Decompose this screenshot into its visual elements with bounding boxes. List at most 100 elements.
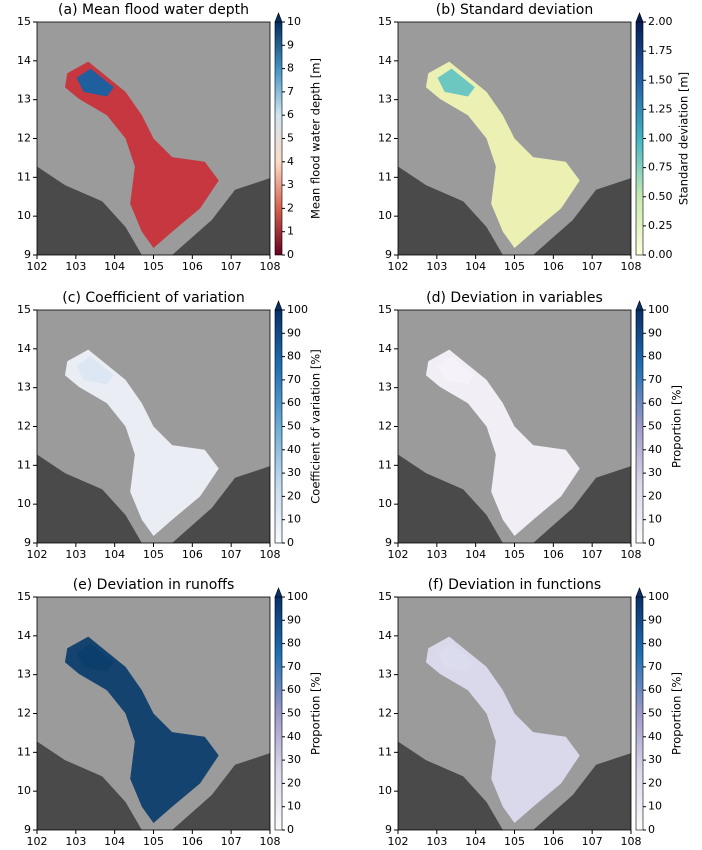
y-tick-label: 13 xyxy=(378,668,392,681)
y-tick-label: 11 xyxy=(17,170,31,183)
colorbar-tick-label: 100 xyxy=(648,303,669,316)
y-tick-label: 10 xyxy=(378,784,392,797)
colorbar xyxy=(635,309,644,544)
y-tick-label: 14 xyxy=(378,342,392,355)
y-tick-label: 10 xyxy=(17,497,31,510)
x-tick-label: 107 xyxy=(221,548,242,561)
colorbar-tick-label: 80 xyxy=(287,637,301,650)
y-tick-label: 13 xyxy=(17,93,31,106)
x-tick-label: 103 xyxy=(65,835,86,848)
flood-area xyxy=(425,61,580,249)
flood-area xyxy=(64,61,219,249)
y-tick-label: 13 xyxy=(378,93,392,106)
colorbar xyxy=(635,21,644,256)
y-tick-label: 10 xyxy=(17,784,31,797)
x-tick-label: 106 xyxy=(543,835,564,848)
colorbar-tick-label: 80 xyxy=(648,637,662,650)
panel-title: (f) Deviation in functions xyxy=(428,577,601,593)
y-tick-label: 11 xyxy=(17,458,31,471)
x-tick-label: 102 xyxy=(388,548,409,561)
y-tick-label: 12 xyxy=(378,420,392,433)
lake xyxy=(76,68,114,97)
colorbar-label: Coefficient of variation [%] xyxy=(309,349,323,503)
x-tick-label: 108 xyxy=(260,260,281,273)
y-tick-label: 9 xyxy=(385,536,392,549)
colorbar-tick-label: 20 xyxy=(648,776,662,789)
colorbar-tick-label: 0.00 xyxy=(648,248,673,261)
colorbar-tick-label: 0 xyxy=(648,536,655,549)
y-tick-label: 11 xyxy=(378,458,392,471)
colorbar-tick-label: 50 xyxy=(287,420,301,433)
x-tick-label: 102 xyxy=(27,260,48,273)
x-tick-label: 107 xyxy=(582,835,603,848)
panel-title: (b) Standard deviation xyxy=(436,2,593,18)
y-tick-label: 11 xyxy=(378,745,392,758)
colorbar-tick-label: 40 xyxy=(287,730,301,743)
x-tick-label: 108 xyxy=(621,835,642,848)
flood-area xyxy=(64,636,219,824)
colorbar-tick-label: 10 xyxy=(287,15,301,28)
colorbar-tick-label: 30 xyxy=(648,753,662,766)
x-tick-label: 102 xyxy=(388,260,409,273)
y-tick-label: 14 xyxy=(17,54,31,67)
flood-area xyxy=(425,349,580,537)
x-tick-label: 104 xyxy=(104,835,125,848)
colorbar-tick-label: 30 xyxy=(648,466,662,479)
colorbar-tick-label: 3 xyxy=(287,178,294,191)
colorbar-tick-label: 0.75 xyxy=(648,161,673,174)
colorbar-tick-label: 0 xyxy=(287,536,294,549)
colorbar-tick-label: 8 xyxy=(287,62,294,75)
colorbar-tick-label: 20 xyxy=(287,776,301,789)
colorbar-tick-label: 50 xyxy=(287,707,301,720)
colorbar-tick-label: 0.50 xyxy=(648,190,673,203)
x-tick-label: 106 xyxy=(543,260,564,273)
colorbar-label: Proportion [%] xyxy=(309,672,323,755)
y-tick-label: 14 xyxy=(378,629,392,642)
flood-area xyxy=(425,636,580,824)
y-tick-label: 15 xyxy=(17,590,31,603)
colorbar-label: Proportion [%] xyxy=(670,385,684,468)
y-tick-label: 12 xyxy=(17,132,31,145)
colorbar-tick-label: 0 xyxy=(287,248,294,261)
y-tick-label: 12 xyxy=(17,420,31,433)
colorbar-tick-label: 0.25 xyxy=(648,219,673,232)
x-tick-label: 104 xyxy=(465,835,486,848)
x-tick-label: 103 xyxy=(426,260,447,273)
colorbar-extend xyxy=(274,12,283,23)
colorbar-tick-label: 1.00 xyxy=(648,132,673,145)
x-tick-label: 105 xyxy=(504,835,525,848)
colorbar-tick-label: 7 xyxy=(287,85,294,98)
y-tick-label: 15 xyxy=(378,590,392,603)
y-tick-label: 10 xyxy=(378,209,392,222)
colorbar-extend xyxy=(274,300,283,311)
y-tick-label: 12 xyxy=(17,707,31,720)
colorbar xyxy=(274,309,283,544)
panel-title: (c) Coefficient of variation xyxy=(62,290,244,306)
y-tick-label: 9 xyxy=(24,248,31,261)
y-tick-label: 9 xyxy=(24,536,31,549)
panel-title: (d) Deviation in variables xyxy=(426,290,603,306)
y-tick-label: 9 xyxy=(385,823,392,836)
x-tick-label: 104 xyxy=(104,548,125,561)
colorbar-tick-label: 90 xyxy=(287,613,301,626)
colorbar-tick-label: 50 xyxy=(648,420,662,433)
colorbar-extend xyxy=(635,12,644,23)
colorbar-tick-label: 10 xyxy=(287,513,301,526)
colorbar-tick-label: 20 xyxy=(648,489,662,502)
x-tick-label: 103 xyxy=(65,548,86,561)
x-tick-label: 102 xyxy=(27,548,48,561)
colorbar-tick-label: 60 xyxy=(648,683,662,696)
x-tick-label: 107 xyxy=(582,260,603,273)
x-tick-label: 105 xyxy=(143,835,164,848)
x-tick-label: 108 xyxy=(260,548,281,561)
y-tick-label: 9 xyxy=(385,248,392,261)
colorbar-tick-label: 100 xyxy=(287,590,308,603)
y-tick-label: 9 xyxy=(24,823,31,836)
y-tick-label: 10 xyxy=(17,209,31,222)
lake xyxy=(437,356,475,385)
y-tick-label: 11 xyxy=(378,170,392,183)
x-tick-label: 103 xyxy=(426,548,447,561)
x-tick-label: 107 xyxy=(221,260,242,273)
colorbar-tick-label: 6 xyxy=(287,108,294,121)
y-tick-label: 15 xyxy=(378,15,392,28)
